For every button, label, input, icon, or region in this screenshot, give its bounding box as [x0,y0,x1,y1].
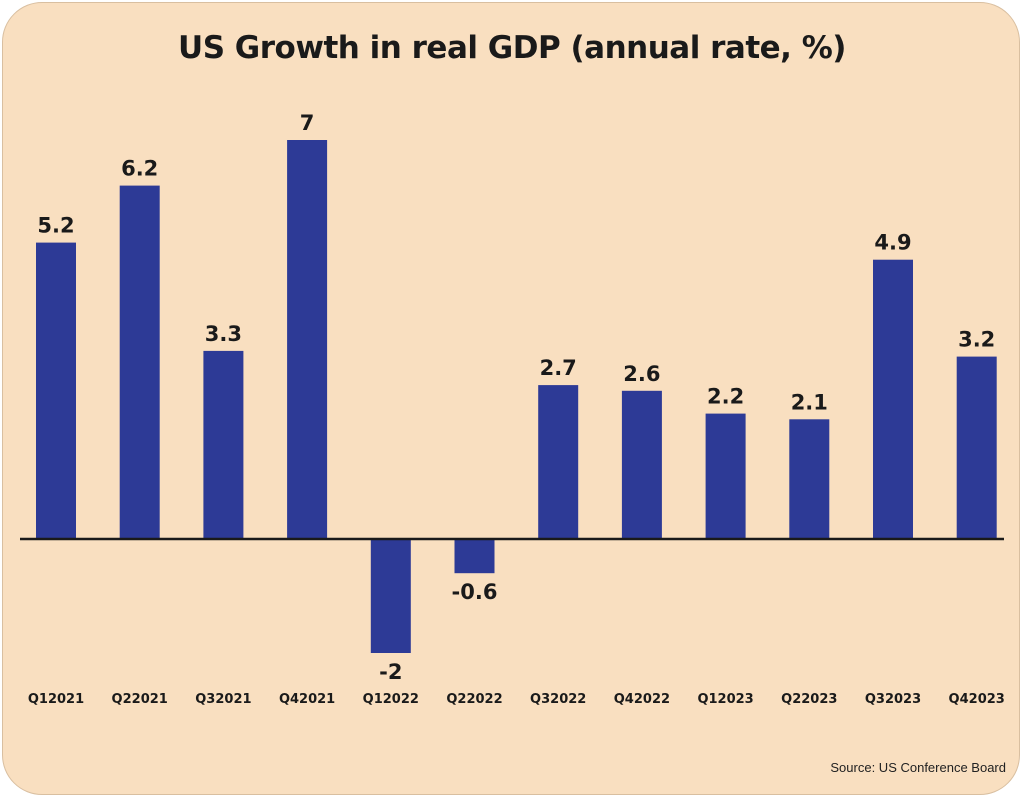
x-tick-label-Q22023: Q22023 [781,692,837,707]
x-tick-label-Q12021: Q12021 [28,692,84,707]
bar-Q42022 [621,390,662,539]
value-label-Q32021: 3.3 [205,322,242,346]
value-labels-group: 5.2 6.2 3.3 7 -2 -0.6 2.7 2.6 2.2 2.1 4.9 3.2 [37,111,995,684]
bar-Q32022 [538,385,579,539]
value-label-Q12022: -2 [379,660,402,684]
x-tick-label-Q12023: Q12023 [697,692,753,707]
value-label-Q32023: 4.9 [874,231,911,255]
bar-Q12021 [36,242,76,539]
x-tick-label-Q42021: Q42021 [279,692,335,707]
value-label-Q12023: 2.2 [707,385,744,409]
bars-group [36,140,997,653]
value-label-Q32022: 2.7 [540,356,577,380]
x-tick-label-Q32021: Q32021 [195,692,251,707]
bar-Q22021 [119,185,160,539]
x-tick-label-Q42022: Q42022 [614,692,670,707]
bar-Q22023 [789,419,830,539]
x-tick-label-Q12022: Q12022 [363,692,419,707]
value-label-Q42023: 3.2 [958,328,995,352]
bar-Q32021 [203,350,244,539]
bar-Q12022 [370,539,411,653]
bar-Q12023 [705,413,746,539]
x-labels-group: Q12021 Q22021 Q32021 Q42021 Q12022 Q22022 Q320… [28,692,1005,707]
bar-Q42021 [287,140,328,539]
x-tick-label-Q32023: Q32023 [865,692,921,707]
bar-Q32023 [873,259,913,539]
chart-title: US Growth in real GDP (annual rate, %) [178,30,846,66]
x-tick-label-Q32022: Q32022 [530,692,586,707]
x-tick-label-Q22021: Q22021 [112,692,168,707]
value-label-Q42022: 2.6 [623,362,660,386]
x-tick-label-Q22022: Q22022 [446,692,502,707]
bar-Q42023 [956,356,997,539]
value-label-Q22023: 2.1 [791,390,828,414]
value-label-Q12021: 5.2 [37,214,74,238]
value-label-Q42021: 7 [300,111,315,135]
bar-Q22022 [454,539,495,574]
x-tick-label-Q42023: Q42023 [949,692,1005,707]
value-label-Q22021: 6.2 [121,157,158,181]
value-label-Q22022: -0.6 [452,580,498,604]
source-note: Source: US Conference Board [830,760,1006,775]
